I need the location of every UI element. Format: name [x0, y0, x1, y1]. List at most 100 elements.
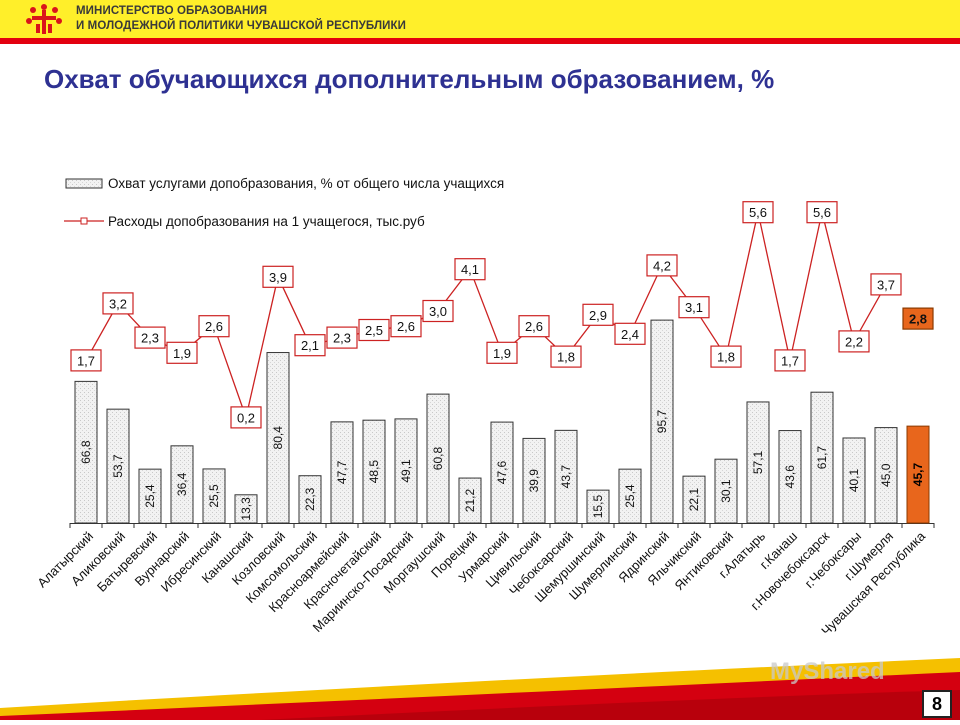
bar	[874, 427, 898, 524]
line-value-box	[422, 299, 454, 323]
bar-value-label: 47,6	[495, 461, 509, 485]
line-value-label: 1,9	[173, 346, 191, 361]
line-value-label: 2,6	[397, 319, 415, 334]
ministry-line-1: МИНИСТЕРСТВО ОБРАЗОВАНИЯ	[76, 5, 268, 17]
line-value-box	[486, 341, 518, 364]
bar-value-label: 66,8	[79, 440, 93, 464]
ministry-name: МИНИСТЕРСТВО ОБРАЗОВАНИЯ И МОЛОДЕЖНОЙ ПО…	[76, 4, 406, 34]
chuvash-emblem-icon	[26, 4, 62, 34]
line-value-box	[806, 201, 838, 224]
line-value-label: 1,7	[781, 353, 799, 368]
line-value-box	[902, 307, 934, 330]
bar-value-label: 60,8	[431, 447, 445, 471]
bar	[426, 393, 450, 524]
line-value-box	[710, 345, 742, 368]
line-value-box	[326, 326, 358, 349]
line-value-label: 2,5	[365, 323, 383, 338]
line-value-box	[742, 201, 774, 224]
bar	[234, 494, 258, 524]
line-value-box	[678, 296, 710, 319]
bar-value-label: 22,1	[687, 488, 701, 512]
bar	[138, 468, 162, 524]
bar-value-label: 95,7	[655, 410, 669, 434]
bar	[714, 458, 738, 524]
bar	[810, 391, 834, 524]
bar-value-label: 40,1	[847, 468, 861, 492]
line-value-label: 2,2	[845, 334, 863, 349]
bar	[266, 352, 290, 524]
line-value-label: 0,2	[237, 410, 255, 425]
line-value-label: 1,8	[557, 350, 575, 365]
bar-value-label: 43,6	[783, 465, 797, 489]
bar	[394, 418, 418, 524]
bar	[170, 445, 194, 524]
page-number: 8	[922, 690, 952, 718]
legend-bar-label: Охват услугами допобразования, % от обще…	[108, 176, 504, 191]
bar-value-label: 80,4	[271, 426, 285, 450]
line-value-box	[870, 273, 902, 296]
bar-value-label: 61,7	[815, 446, 829, 470]
line-value-box	[134, 326, 166, 349]
line-value-label: 3,0	[429, 304, 447, 319]
bar	[522, 437, 546, 524]
legend-bar-swatch	[65, 178, 103, 189]
line-value-label: 2,6	[525, 319, 543, 334]
line-value-label: 1,8	[717, 350, 735, 365]
line-value-box	[518, 315, 550, 338]
plot-area: 66,8 53,7 25,4 36,4 25,5 13,3 80,4 22,3 47,7 48,5…	[34, 201, 935, 638]
bar	[330, 421, 354, 524]
expense-line	[85, 212, 887, 420]
bar-value-label: 30,1	[719, 479, 733, 503]
line-value-box	[550, 345, 582, 368]
header-bar	[0, 0, 960, 38]
bar-value-label: 43,7	[559, 465, 573, 489]
legend-line-marker	[80, 217, 88, 225]
line-value-box	[774, 349, 806, 372]
line-value-box	[390, 315, 422, 338]
line-value-label: 4,1	[461, 262, 479, 277]
bar	[74, 380, 98, 524]
bar-value-label: 45,0	[879, 463, 893, 487]
page-title: Охват обучающихся дополнительным образов…	[44, 64, 775, 94]
line-value-label: 5,6	[813, 205, 831, 220]
bar-value-label: 25,4	[143, 484, 157, 508]
bar	[906, 425, 930, 524]
bar-value-label: 45,7	[911, 463, 925, 487]
line-value-box	[358, 318, 390, 342]
bar	[458, 477, 482, 524]
bar	[650, 319, 674, 524]
line-value-label: 3,1	[685, 300, 703, 315]
bar	[682, 475, 706, 524]
line-value-box	[582, 303, 614, 326]
bar	[842, 437, 866, 524]
bar	[490, 421, 514, 524]
bar-value-label: 22,3	[303, 487, 317, 511]
line-value-box	[70, 349, 102, 372]
line-value-box	[454, 258, 486, 281]
bar-value-label: 48,5	[367, 460, 381, 484]
chart-legend: Охват услугами допобразования, % от обще…	[64, 176, 504, 229]
bar	[106, 408, 130, 524]
line-value-label: 3,7	[877, 277, 895, 292]
line-value-box	[262, 265, 294, 288]
line-value-box	[166, 341, 198, 364]
line-value-box	[294, 334, 326, 357]
bar	[298, 475, 322, 524]
line-value-label: 2,4	[621, 327, 639, 342]
bar	[362, 419, 386, 524]
line-value-box	[102, 292, 134, 315]
bar-value-label: 15,5	[591, 495, 605, 519]
line-value-label: 3,9	[269, 270, 287, 285]
bar-value-label: 57,1	[751, 450, 765, 474]
line-value-label: 3,2	[109, 296, 127, 311]
bar-value-label: 39,9	[527, 469, 541, 493]
line-value-box	[646, 254, 678, 277]
line-value-label: 2,9	[589, 308, 607, 323]
line-value-label: 1,9	[493, 346, 511, 361]
line-value-box	[198, 315, 230, 338]
bar-value-label: 13,3	[239, 497, 253, 521]
bottom-decoration	[0, 650, 960, 720]
line-value-label: 1,7	[77, 353, 95, 368]
bar-value-label: 36,4	[175, 472, 189, 496]
